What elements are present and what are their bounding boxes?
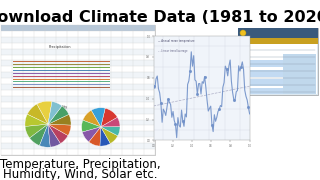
Wedge shape: [101, 108, 117, 127]
Text: Humidity, Wind, Solar etc.: Humidity, Wind, Solar etc.: [3, 168, 157, 180]
Bar: [239, 44, 317, 94]
Bar: [1, 55, 155, 60]
Bar: [1, 114, 155, 120]
Bar: [1, 78, 155, 84]
Wedge shape: [37, 101, 52, 124]
Text: - - Linear trend/average: - - Linear trend/average: [158, 49, 188, 53]
Wedge shape: [48, 124, 60, 147]
Point: [217, 108, 222, 111]
Point: [173, 123, 178, 126]
Point: [158, 102, 164, 105]
Point: [188, 70, 193, 73]
Bar: [1, 49, 155, 55]
Point: [238, 65, 244, 68]
Text: — Annual mean temperature: — Annual mean temperature: [158, 39, 195, 43]
Bar: [1, 25, 155, 155]
Bar: [1, 37, 155, 43]
Bar: [1, 137, 155, 143]
Text: Download Climate Data (1981 to 2020): Download Climate Data (1981 to 2020): [0, 10, 320, 25]
Bar: [238, 38, 318, 44]
Text: Humidity: Humidity: [52, 105, 68, 109]
Point: [151, 84, 156, 87]
Point: [246, 106, 251, 109]
Wedge shape: [91, 108, 105, 127]
Point: [180, 120, 185, 122]
Wedge shape: [48, 102, 62, 124]
Bar: [1, 143, 155, 149]
Wedge shape: [101, 127, 120, 136]
Bar: [1, 90, 155, 96]
Wedge shape: [39, 124, 50, 147]
Wedge shape: [29, 124, 48, 146]
Point: [209, 123, 214, 126]
Point: [202, 75, 207, 78]
Bar: [238, 28, 318, 38]
Bar: [1, 120, 155, 125]
Bar: [1, 60, 155, 66]
Text: Temperature, Precipitation,: Temperature, Precipitation,: [0, 158, 160, 171]
Bar: [1, 31, 155, 37]
Point: [195, 93, 200, 96]
Text: Precipitation: Precipitation: [48, 45, 71, 49]
Wedge shape: [27, 104, 48, 124]
Wedge shape: [48, 106, 69, 124]
Bar: [1, 72, 155, 78]
Bar: [283, 54, 316, 94]
Bar: [1, 25, 155, 31]
Bar: [238, 28, 318, 95]
Bar: [1, 108, 155, 114]
Bar: [1, 102, 155, 108]
Wedge shape: [100, 127, 110, 146]
Point: [231, 98, 236, 101]
Wedge shape: [48, 124, 68, 143]
Bar: [1, 96, 155, 102]
Bar: [1, 125, 155, 131]
Circle shape: [240, 30, 246, 36]
Wedge shape: [48, 124, 71, 136]
Wedge shape: [82, 127, 101, 142]
Bar: [240, 60, 316, 67]
Wedge shape: [25, 114, 48, 127]
Wedge shape: [25, 124, 48, 138]
Bar: [1, 149, 155, 155]
Wedge shape: [101, 117, 120, 127]
Bar: [240, 70, 316, 77]
Bar: [1, 25, 155, 31]
Bar: [1, 131, 155, 137]
Wedge shape: [89, 127, 101, 146]
Bar: [1, 84, 155, 90]
Bar: [240, 79, 316, 86]
Wedge shape: [101, 127, 118, 143]
Wedge shape: [82, 120, 101, 132]
Bar: [240, 88, 316, 94]
Wedge shape: [48, 114, 71, 125]
Point: [166, 97, 171, 100]
Point: [224, 68, 229, 71]
Wedge shape: [83, 110, 101, 127]
Bar: [1, 66, 155, 72]
Bar: [1, 43, 155, 49]
